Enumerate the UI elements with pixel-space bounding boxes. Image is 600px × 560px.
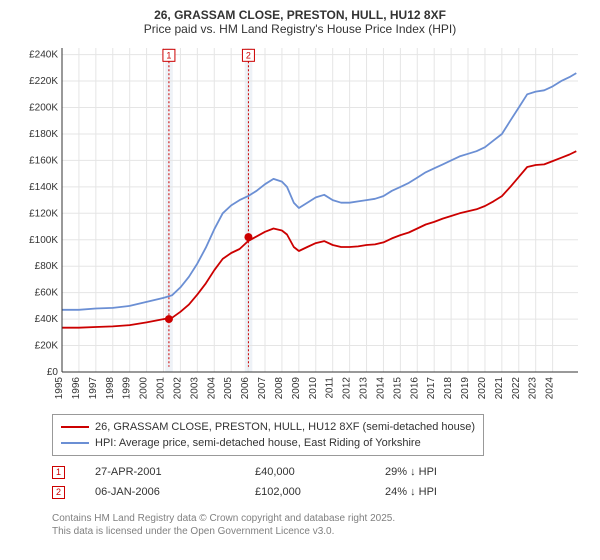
svg-text:£60K: £60K — [35, 288, 59, 299]
svg-text:£20K: £20K — [35, 341, 59, 352]
chart-plot-area: £0 £20K £40K £60K £80K £100K £120K £140K £160K £1… — [22, 44, 582, 404]
svg-text:£180K: £180K — [29, 129, 58, 140]
sale-diff: 24% ↓ HPI — [385, 486, 485, 498]
svg-text:2007: 2007 — [257, 377, 268, 400]
svg-text:2011: 2011 — [325, 377, 336, 399]
svg-text:2024: 2024 — [545, 377, 556, 400]
sale-marker-icon: 1 — [52, 466, 65, 479]
svg-text:2002: 2002 — [172, 377, 183, 400]
attribution-line2: This data is licensed under the Open Gov… — [52, 525, 588, 538]
svg-text:£100K: £100K — [29, 235, 58, 246]
svg-text:2000: 2000 — [139, 377, 150, 400]
legend-box: 26, GRASSAM CLOSE, PRESTON, HULL, HU12 8… — [52, 414, 484, 456]
svg-text:2022: 2022 — [511, 377, 522, 400]
svg-text:2021: 2021 — [494, 377, 505, 400]
chart-title-block: 26, GRASSAM CLOSE, PRESTON, HULL, HU12 8… — [12, 8, 588, 36]
svg-text:£160K: £160K — [29, 155, 58, 166]
svg-text:2020: 2020 — [477, 377, 488, 400]
svg-text:2015: 2015 — [392, 377, 403, 400]
legend-swatch — [61, 442, 89, 444]
legend-label: HPI: Average price, semi-detached house,… — [95, 437, 421, 449]
sale-date: 06-JAN-2006 — [95, 486, 225, 498]
legend-item: HPI: Average price, semi-detached house,… — [61, 435, 475, 451]
sale-diff: 29% ↓ HPI — [385, 466, 485, 478]
legend-swatch — [61, 426, 89, 428]
attribution-text: Contains HM Land Registry data © Crown c… — [52, 512, 588, 538]
svg-text:£0: £0 — [47, 367, 59, 378]
svg-text:2: 2 — [246, 50, 251, 60]
svg-text:2018: 2018 — [443, 377, 454, 400]
sale-row: 1 27-APR-2001 £40,000 29% ↓ HPI — [52, 462, 588, 482]
chart-title-line2: Price paid vs. HM Land Registry's House … — [12, 22, 588, 36]
svg-text:2013: 2013 — [359, 377, 370, 400]
svg-text:1999: 1999 — [122, 377, 133, 400]
sale-price: £102,000 — [255, 486, 355, 498]
svg-text:2014: 2014 — [375, 377, 386, 400]
legend-item: 26, GRASSAM CLOSE, PRESTON, HULL, HU12 8… — [61, 419, 475, 435]
svg-text:£240K: £240K — [29, 50, 58, 61]
svg-text:2004: 2004 — [206, 377, 217, 400]
svg-text:1996: 1996 — [71, 377, 82, 400]
sale-price: £40,000 — [255, 466, 355, 478]
svg-text:2019: 2019 — [460, 377, 471, 400]
svg-text:2023: 2023 — [528, 377, 539, 400]
svg-text:£120K: £120K — [29, 208, 58, 219]
svg-text:£220K: £220K — [29, 76, 58, 87]
svg-text:2008: 2008 — [274, 377, 285, 400]
svg-text:2012: 2012 — [342, 377, 353, 400]
svg-text:2005: 2005 — [223, 377, 234, 400]
attribution-line1: Contains HM Land Registry data © Crown c… — [52, 512, 588, 525]
svg-text:1995: 1995 — [54, 377, 65, 400]
sale-row: 2 06-JAN-2006 £102,000 24% ↓ HPI — [52, 482, 588, 502]
svg-text:2016: 2016 — [409, 377, 420, 400]
svg-text:2006: 2006 — [240, 377, 251, 400]
sale-date: 27-APR-2001 — [95, 466, 225, 478]
legend-label: 26, GRASSAM CLOSE, PRESTON, HULL, HU12 8… — [95, 421, 475, 433]
sale-marker-icon: 2 — [52, 486, 65, 499]
svg-text:2010: 2010 — [308, 377, 319, 400]
sale-events-table: 1 27-APR-2001 £40,000 29% ↓ HPI 2 06-JAN-2006… — [52, 462, 588, 502]
svg-text:1: 1 — [166, 50, 171, 60]
svg-text:2001: 2001 — [156, 377, 167, 400]
svg-text:£40K: £40K — [35, 314, 59, 325]
chart-title-line1: 26, GRASSAM CLOSE, PRESTON, HULL, HU12 8… — [12, 8, 588, 22]
line-chart-svg: £0 £20K £40K £60K £80K £100K £120K £140K £160K £1… — [22, 44, 582, 404]
svg-text:2017: 2017 — [426, 377, 437, 400]
svg-text:1997: 1997 — [88, 377, 99, 400]
svg-text:£200K: £200K — [29, 103, 58, 114]
svg-text:£80K: £80K — [35, 261, 59, 272]
svg-text:£140K: £140K — [29, 182, 58, 193]
svg-text:2003: 2003 — [189, 377, 200, 400]
svg-text:1998: 1998 — [105, 377, 116, 400]
svg-text:2009: 2009 — [291, 377, 302, 400]
